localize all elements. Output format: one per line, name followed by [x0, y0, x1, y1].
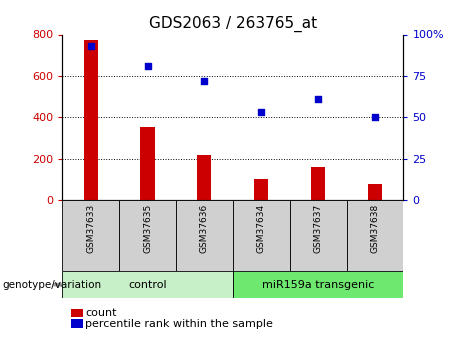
Text: percentile rank within the sample: percentile rank within the sample	[85, 319, 273, 328]
Bar	[254, 179, 268, 200]
Bar	[233, 271, 403, 298]
Title: GDS2063 / 263765_at: GDS2063 / 263765_at	[149, 16, 317, 32]
Text: miR159a transgenic: miR159a transgenic	[262, 280, 374, 289]
Bar	[119, 200, 176, 271]
Bar	[311, 167, 325, 200]
Point	[258, 110, 265, 115]
Bar	[141, 127, 154, 200]
Bar	[83, 40, 98, 200]
Point	[371, 115, 378, 120]
Bar	[62, 271, 233, 298]
Bar	[176, 200, 233, 271]
Point	[314, 96, 322, 102]
Bar	[347, 200, 403, 271]
Text: GSM37638: GSM37638	[371, 204, 379, 253]
Text: count: count	[85, 308, 117, 318]
Bar	[233, 200, 290, 271]
Bar	[368, 184, 382, 200]
Text: GSM37635: GSM37635	[143, 204, 152, 253]
Point	[201, 78, 208, 83]
Bar	[290, 200, 347, 271]
Text: genotype/variation: genotype/variation	[2, 280, 101, 289]
Bar	[197, 155, 212, 200]
Point	[144, 63, 151, 69]
Text: control: control	[128, 280, 167, 289]
Text: GSM37634: GSM37634	[257, 204, 266, 253]
Text: GSM37633: GSM37633	[86, 204, 95, 253]
Text: GSM37637: GSM37637	[313, 204, 323, 253]
Bar	[62, 200, 119, 271]
Text: GSM37636: GSM37636	[200, 204, 209, 253]
Point	[87, 43, 95, 49]
